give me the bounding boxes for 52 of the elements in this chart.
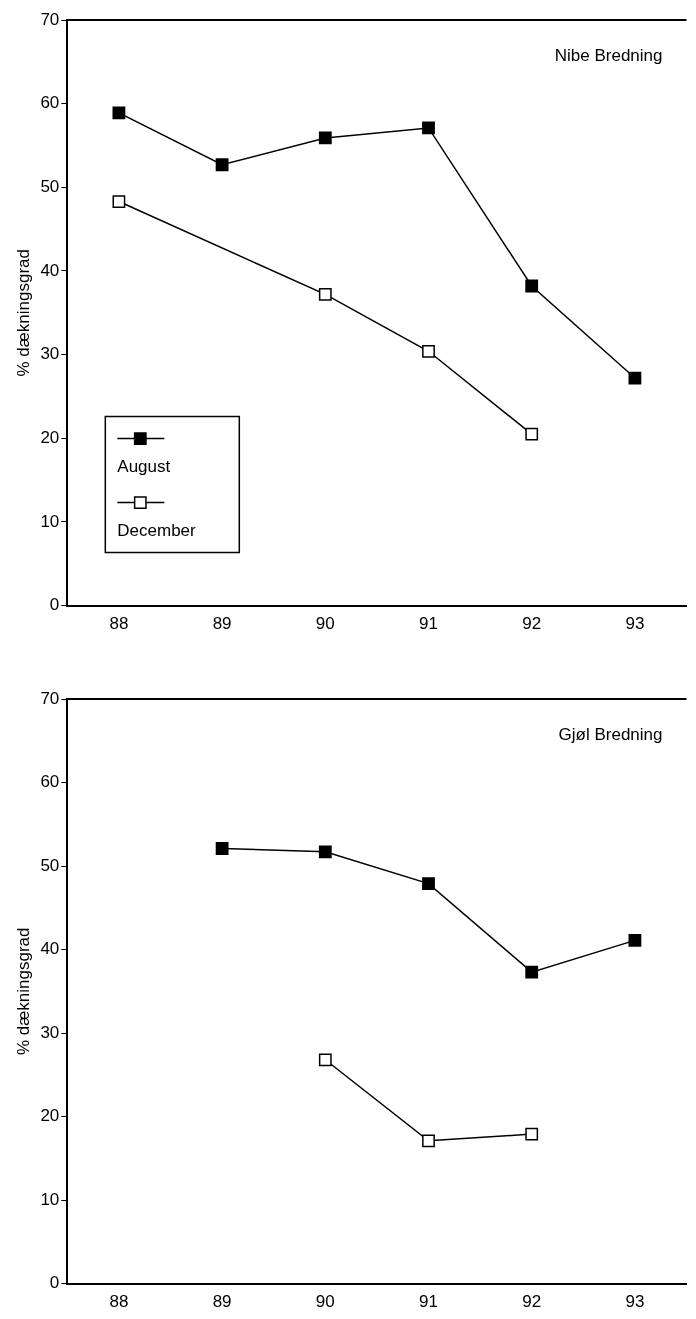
legend-label: December: [117, 521, 197, 541]
point: [422, 121, 435, 135]
y-tick-label: 40: [40, 939, 60, 959]
y-tick-label: 0: [49, 595, 60, 615]
point: [422, 877, 435, 890]
y-tick-label: 30: [40, 344, 60, 364]
y-tick-label: 10: [40, 511, 60, 531]
point: [525, 427, 539, 441]
y-axis-title: % dækningsgrad: [13, 927, 33, 1056]
point: [112, 195, 126, 208]
y-tick-label: 0: [49, 1273, 60, 1293]
x-tick-label: 93: [625, 614, 645, 634]
y-tick-label: 60: [40, 772, 60, 792]
text: Nibe Bredning: [554, 45, 663, 65]
x-tick-label: 90: [315, 1292, 335, 1312]
x-tick-label: 90: [315, 614, 335, 634]
y-tick-label: 30: [40, 1022, 60, 1042]
point: [318, 1053, 332, 1067]
x-tick-label: 89: [212, 614, 232, 634]
point: [215, 842, 229, 855]
y-tick-label: 40: [40, 260, 60, 280]
point: [628, 933, 642, 947]
point: [422, 344, 435, 358]
x-tick-label: 88: [109, 1292, 129, 1312]
point: [525, 965, 539, 979]
point: [112, 106, 126, 120]
y-tick-label: 60: [40, 93, 60, 113]
y-tick-label: 50: [40, 855, 60, 875]
x-tick-label: 88: [109, 614, 129, 634]
point: [318, 287, 332, 301]
y-tick-label: 70: [40, 9, 60, 29]
text: Gjøl Bredning: [558, 724, 663, 744]
x-tick-label: 92: [522, 614, 542, 634]
legend-label: August: [117, 457, 171, 477]
point: [525, 279, 539, 293]
x-tick-label: 93: [625, 1292, 645, 1312]
y-tick-label: 20: [40, 427, 60, 447]
y-tick-label: 20: [40, 1106, 60, 1126]
point: [628, 371, 642, 385]
point: [318, 131, 332, 145]
point: [422, 1134, 435, 1148]
x-tick-label: 89: [212, 1292, 232, 1312]
point: [525, 1127, 539, 1141]
y-tick-label: 70: [40, 688, 60, 708]
point: [215, 158, 229, 172]
x-tick-label: 91: [419, 614, 438, 634]
x-tick-label: 92: [522, 1292, 542, 1312]
y-tick-label: 50: [40, 177, 60, 196]
x-tick-label: 91: [419, 1292, 438, 1312]
y-tick-label: 10: [40, 1189, 60, 1209]
y-axis-title: % dækningsgrad: [13, 249, 33, 377]
point: [318, 845, 332, 859]
